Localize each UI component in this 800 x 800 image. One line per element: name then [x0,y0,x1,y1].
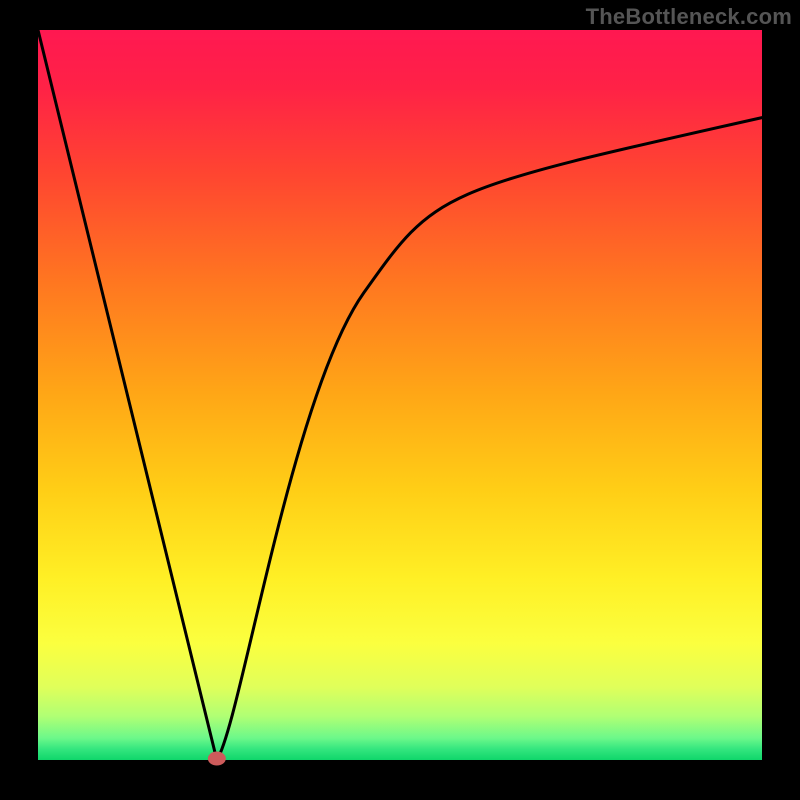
gradient-plot-area [38,30,762,760]
optimum-marker [208,752,226,766]
bottleneck-chart-svg [0,0,800,800]
chart-container: TheBottleneck.com [0,0,800,800]
attribution-text: TheBottleneck.com [586,4,792,30]
